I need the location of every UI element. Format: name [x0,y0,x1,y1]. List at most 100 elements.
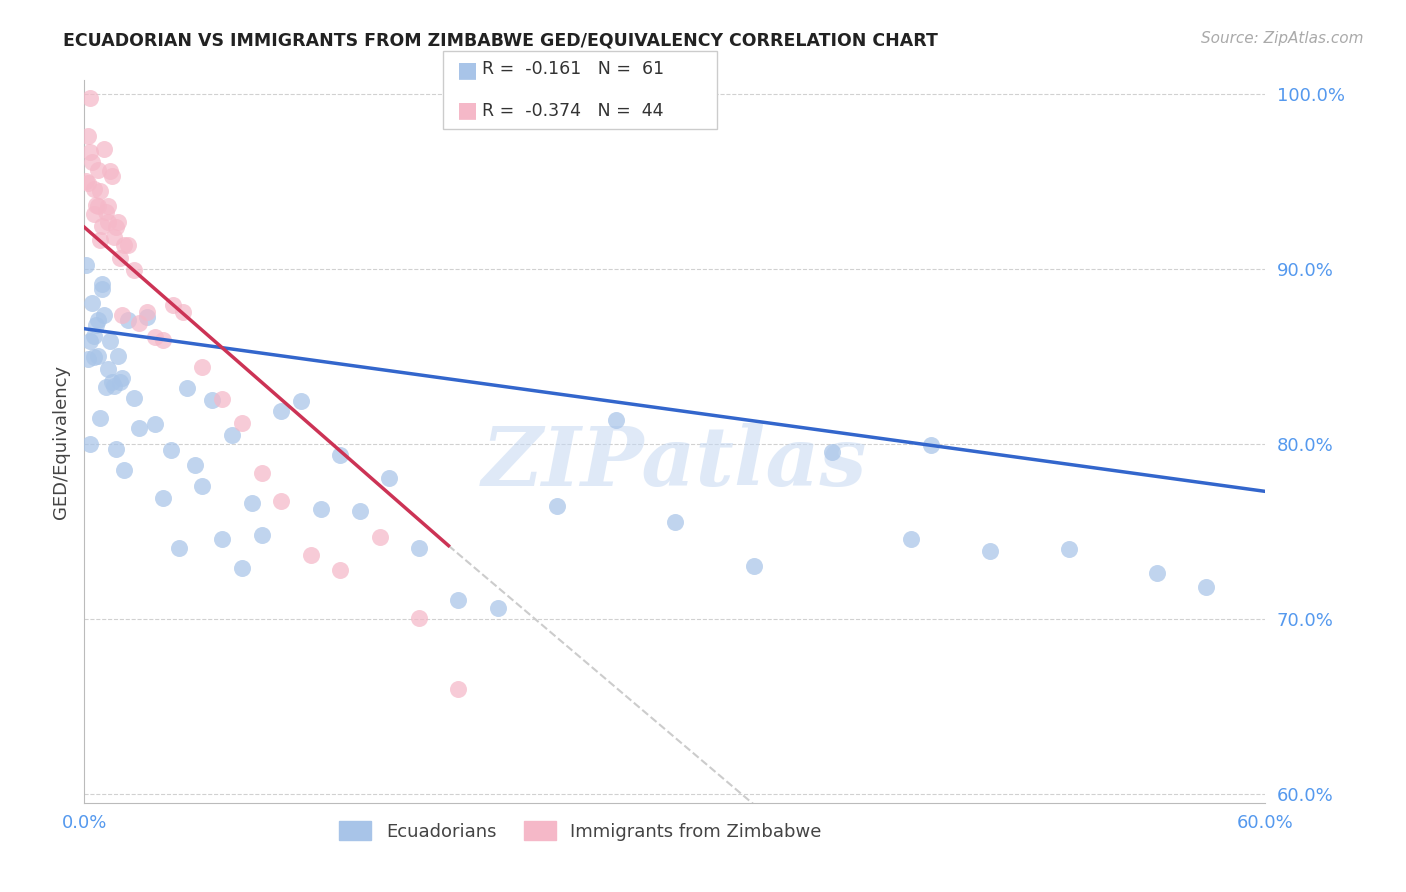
Point [93,142,115,156]
Point [97,361,120,376]
Point [112,238,135,252]
Point [117,237,139,252]
Point [1146,566,1168,580]
Point [605,413,627,427]
Point [77,177,100,191]
Point [91,277,114,292]
Text: R =  -0.161   N =  61: R = -0.161 N = 61 [482,60,665,78]
Point [143,330,166,344]
Point [107,214,129,228]
Point [270,493,292,508]
Point [79,91,101,105]
Point [83,182,105,196]
Point [128,421,150,435]
Point [104,442,127,456]
Point [250,466,273,480]
Point [84,318,107,332]
Text: ■: ■ [457,60,478,79]
Point [211,532,233,546]
Point [91,219,114,233]
Point [79,145,101,160]
Point [108,251,131,265]
Point [98,164,121,178]
Point [176,380,198,394]
Point [93,308,115,322]
Text: ECUADORIAN VS IMMIGRANTS FROM ZIMBABWE GED/EQUIVALENCY CORRELATION CHART: ECUADORIAN VS IMMIGRANTS FROM ZIMBABWE G… [63,31,938,49]
Point [299,548,322,562]
Point [94,204,117,219]
Point [103,379,125,393]
Point [111,371,134,385]
Point [546,499,568,513]
Point [79,334,101,348]
Point [900,533,922,547]
Point [75,258,97,272]
Point [98,334,121,348]
Point [290,394,312,409]
Point [91,282,114,296]
Point [122,263,145,277]
Point [84,198,107,212]
Point [162,298,184,312]
Point [82,155,104,169]
Point [83,328,105,343]
Point [378,470,401,484]
Point [87,313,110,327]
Point [447,682,470,697]
Point [329,449,352,463]
Point [143,417,166,431]
Point [136,310,159,324]
Point [89,234,111,248]
Point [94,380,117,394]
Point [920,438,942,452]
Point [231,416,253,430]
Point [979,544,1001,558]
Point [152,491,174,505]
Point [136,305,159,319]
Point [117,312,139,326]
Point [349,504,371,518]
Point [191,479,214,493]
Text: ZIPatlas: ZIPatlas [482,423,868,503]
Point [270,404,292,418]
Point [75,173,97,187]
Point [240,496,263,510]
Text: Source: ZipAtlas.com: Source: ZipAtlas.com [1201,31,1364,46]
Point [172,305,194,319]
Point [408,611,430,625]
Point [107,349,129,363]
Point [221,428,243,442]
Point [83,350,105,364]
Point [201,393,224,408]
Point [821,445,844,459]
Point [486,600,509,615]
Text: R =  -0.374   N =  44: R = -0.374 N = 44 [482,103,664,120]
Legend: Ecuadorians, Immigrants from Zimbabwe: Ecuadorians, Immigrants from Zimbabwe [332,814,830,848]
Point [128,316,150,330]
Point [112,463,135,477]
Point [408,541,430,555]
Point [111,308,134,322]
Point [97,199,120,213]
Point [87,349,110,363]
Point [664,515,686,529]
Point [167,541,190,555]
Point [77,128,100,143]
Point [87,163,110,178]
Text: ■: ■ [457,101,478,120]
Point [250,527,273,541]
Y-axis label: GED/Equivalency: GED/Equivalency [52,365,70,518]
Point [101,375,124,389]
Point [104,220,127,235]
Point [89,411,111,425]
Point [97,215,120,229]
Point [79,437,101,451]
Point [1195,580,1218,594]
Point [87,199,110,213]
Point [83,207,105,221]
Point [329,563,352,577]
Point [191,360,214,375]
Point [211,392,233,406]
Point [152,333,174,347]
Point [122,391,145,405]
